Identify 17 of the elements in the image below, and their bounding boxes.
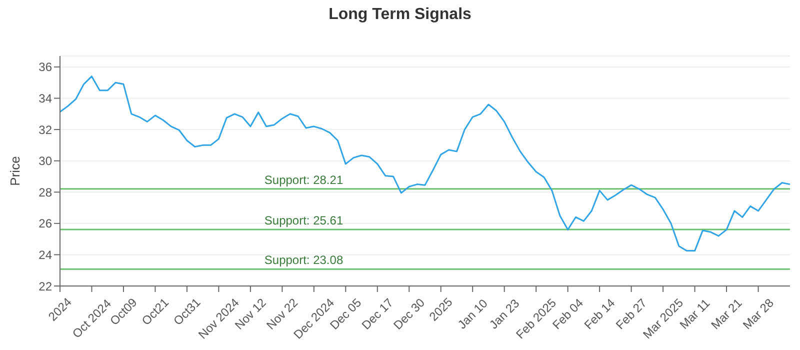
y-tick-label: 34: [38, 92, 52, 106]
x-tick-label: Mar 28: [740, 296, 777, 332]
ref-line-label: Support: 25.61: [264, 214, 344, 228]
ref-line-label: Support: 23.08: [264, 253, 344, 268]
y-tick-label: 26: [38, 216, 52, 231]
y-tick-label: 32: [38, 122, 52, 137]
y-axis-title: Price: [8, 156, 23, 186]
ref-line-label: Support: 28.21: [264, 172, 344, 187]
x-tick-label: Dec 30: [390, 295, 428, 332]
x-tick-label: Jan 10: [454, 296, 491, 332]
chart-title: Long Term Signals: [328, 6, 472, 25]
y-tick-label: 30: [38, 154, 52, 168]
y-tick-label: 36: [38, 60, 52, 74]
y-tick-label: 22: [38, 279, 52, 294]
y-tick-label: 28: [38, 185, 52, 200]
line-series: [59, 76, 791, 252]
y-tick-label: 24: [38, 248, 52, 262]
